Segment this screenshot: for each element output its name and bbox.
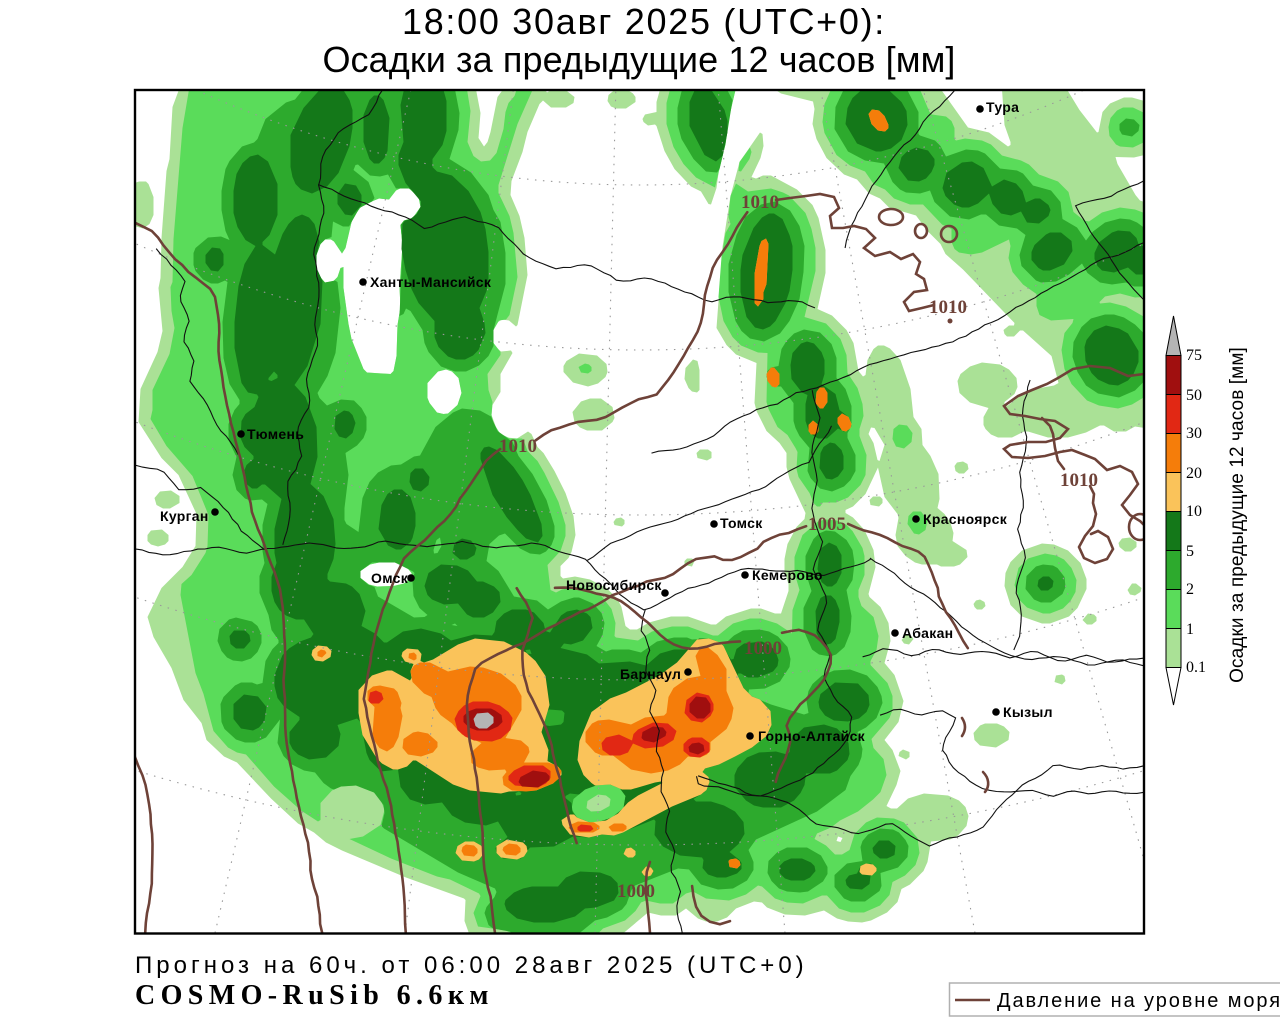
svg-text:Давление на уровне моря: Давление на уровне моря [997, 990, 1280, 1012]
svg-text:Кемерово: Кемерово [752, 567, 823, 583]
svg-text:2: 2 [1186, 581, 1194, 598]
svg-text:Новосибирск: Новосибирск [566, 577, 662, 593]
svg-text:18:00 30авг 2025 (UTC+0):: 18:00 30авг 2025 (UTC+0): [402, 1, 886, 42]
svg-text:Осадки за предыдущие 12 часов: Осадки за предыдущие 12 часов [мм] [1227, 347, 1248, 683]
svg-text:Тура: Тура [986, 99, 1019, 115]
svg-text:Красноярск: Красноярск [923, 511, 1008, 527]
svg-text:Томск: Томск [720, 515, 763, 531]
svg-text:1010: 1010 [1060, 470, 1098, 491]
svg-text:Ханты-Мансийск: Ханты-Мансийск [370, 274, 492, 290]
svg-text:Осадки за предыдущие 12 часов: Осадки за предыдущие 12 часов [мм] [322, 39, 955, 80]
svg-text:Омск: Омск [371, 570, 409, 586]
svg-text:Горно-Алтайск: Горно-Алтайск [758, 728, 866, 744]
svg-text:1005: 1005 [808, 514, 846, 535]
svg-text:1010: 1010 [499, 436, 537, 457]
svg-text:5: 5 [1186, 543, 1194, 560]
svg-text:Барнаул: Барнаул [620, 666, 681, 682]
svg-text:0.1: 0.1 [1186, 659, 1206, 676]
svg-text:1: 1 [1186, 621, 1194, 638]
svg-text:Прогноз на 60ч. от 06:00 28авг: Прогноз на 60ч. от 06:00 28авг 2025 (UTC… [135, 952, 808, 979]
svg-text:Тюмень: Тюмень [247, 426, 304, 442]
svg-text:Курган: Курган [160, 508, 209, 524]
svg-text:20: 20 [1186, 465, 1202, 482]
svg-text:Кызыл: Кызыл [1003, 704, 1053, 720]
svg-text:1010: 1010 [929, 297, 967, 318]
svg-text:COSMO-RuSib 6.6км: COSMO-RuSib 6.6км [135, 980, 494, 1011]
svg-text:1000: 1000 [617, 881, 655, 902]
svg-text:Абакан: Абакан [902, 625, 953, 641]
svg-text:10: 10 [1186, 503, 1202, 520]
svg-text:50: 50 [1186, 387, 1202, 404]
svg-text:1010: 1010 [741, 192, 779, 213]
svg-text:1000: 1000 [744, 638, 782, 659]
svg-text:75: 75 [1186, 347, 1202, 364]
svg-text:30: 30 [1186, 425, 1202, 442]
